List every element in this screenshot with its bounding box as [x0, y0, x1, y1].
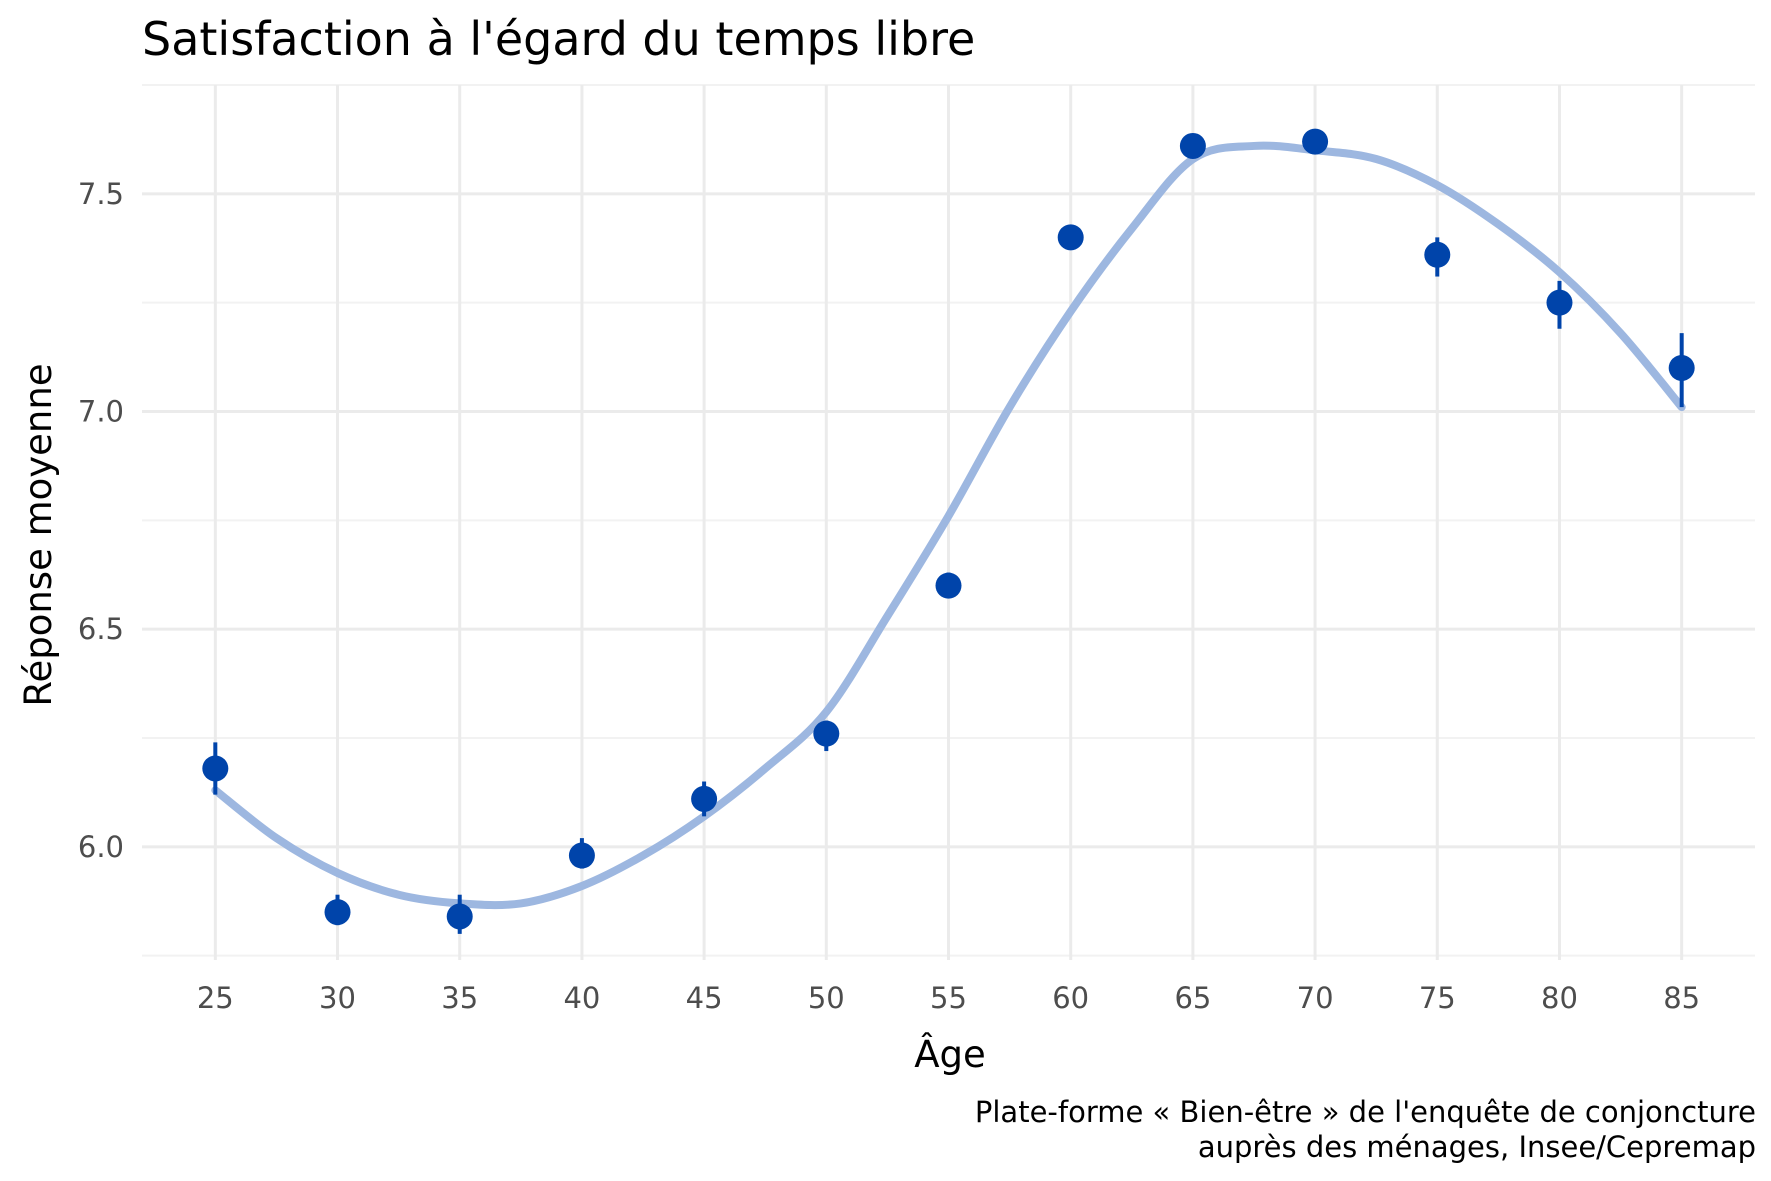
data-point [691, 785, 718, 812]
x-tick-label: 85 [1663, 981, 1700, 1015]
data-point [1546, 289, 1573, 316]
data-point [1668, 354, 1695, 381]
y-tick-labels: 6.0 6.5 7.0 7.5 [78, 177, 124, 864]
x-tick-label: 50 [808, 981, 845, 1015]
x-tick-labels: 25 30 35 40 45 50 55 60 65 70 75 80 85 [197, 981, 1700, 1015]
y-tick-label: 6.0 [78, 830, 124, 864]
x-tick-label: 35 [441, 981, 478, 1015]
data-point [1179, 132, 1206, 159]
x-tick-label: 75 [1419, 981, 1456, 1015]
x-tick-label: 40 [563, 981, 600, 1015]
data-point [813, 720, 840, 747]
data-point [1057, 224, 1084, 251]
data-point [324, 899, 351, 926]
data-point [446, 903, 473, 930]
x-tick-label: 70 [1297, 981, 1334, 1015]
smooth-curve [211, 141, 1686, 910]
data-point [568, 842, 595, 869]
data-point [202, 755, 229, 782]
data-point [1424, 241, 1451, 268]
x-tick-label: 30 [319, 981, 356, 1015]
y-axis-label: Réponse moyenne [17, 363, 60, 706]
x-tick-label: 25 [197, 981, 234, 1015]
y-tick-label: 6.5 [78, 612, 124, 646]
caption-line-2: auprès des ménages, Insee/Cepremap [1198, 1130, 1756, 1164]
x-tick-label: 60 [1052, 981, 1089, 1015]
data-points [202, 128, 1695, 934]
x-axis-label: Âge [914, 1032, 986, 1076]
x-tick-label: 45 [686, 981, 723, 1015]
smooth-line [211, 141, 1686, 910]
data-point [935, 572, 962, 599]
x-tick-label: 80 [1541, 981, 1578, 1015]
x-tick-label: 65 [1174, 981, 1211, 1015]
y-tick-label: 7.0 [78, 394, 124, 428]
x-tick-label: 55 [930, 981, 967, 1015]
chart-title: Satisfaction à l'égard du temps libre [142, 12, 975, 66]
caption-line-1: Plate-forme « Bien-être » de l'enquête d… [975, 1095, 1756, 1129]
data-point [1302, 128, 1329, 155]
y-tick-label: 7.5 [78, 177, 124, 211]
